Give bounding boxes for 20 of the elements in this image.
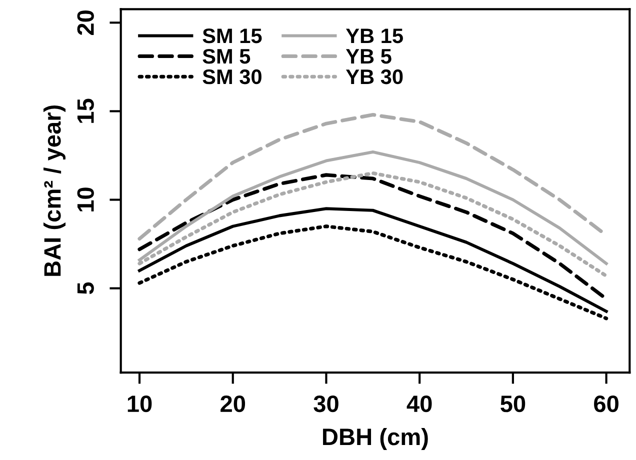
legend-label: YB 15: [346, 28, 403, 44]
y-tick-label: 15: [77, 98, 94, 123]
legend-label: SM 15: [202, 28, 262, 44]
x-tick-label: 50: [500, 395, 526, 412]
x-tick-label: 60: [594, 395, 618, 412]
line-series: [138, 207, 608, 313]
y-tick-label: 10: [77, 188, 94, 212]
legend-label: SM 30: [202, 69, 262, 84]
y-tick-label: 5: [77, 282, 94, 294]
x-tick-label: 20: [220, 395, 246, 412]
y-tick-label: 20: [77, 10, 94, 35]
x-tick-label: 40: [406, 395, 432, 412]
line-series: [138, 224, 608, 320]
legend-label: YB 30: [346, 69, 403, 84]
x-tick-label: 10: [128, 395, 152, 412]
legend-label: YB 5: [346, 49, 392, 64]
legend-label: SM 5: [202, 48, 250, 64]
x-axis-title: DBH (cm): [323, 428, 428, 450]
y-axis-title: BAI (cm² / year): [43, 105, 66, 276]
x-tick-label: 30: [314, 395, 338, 412]
